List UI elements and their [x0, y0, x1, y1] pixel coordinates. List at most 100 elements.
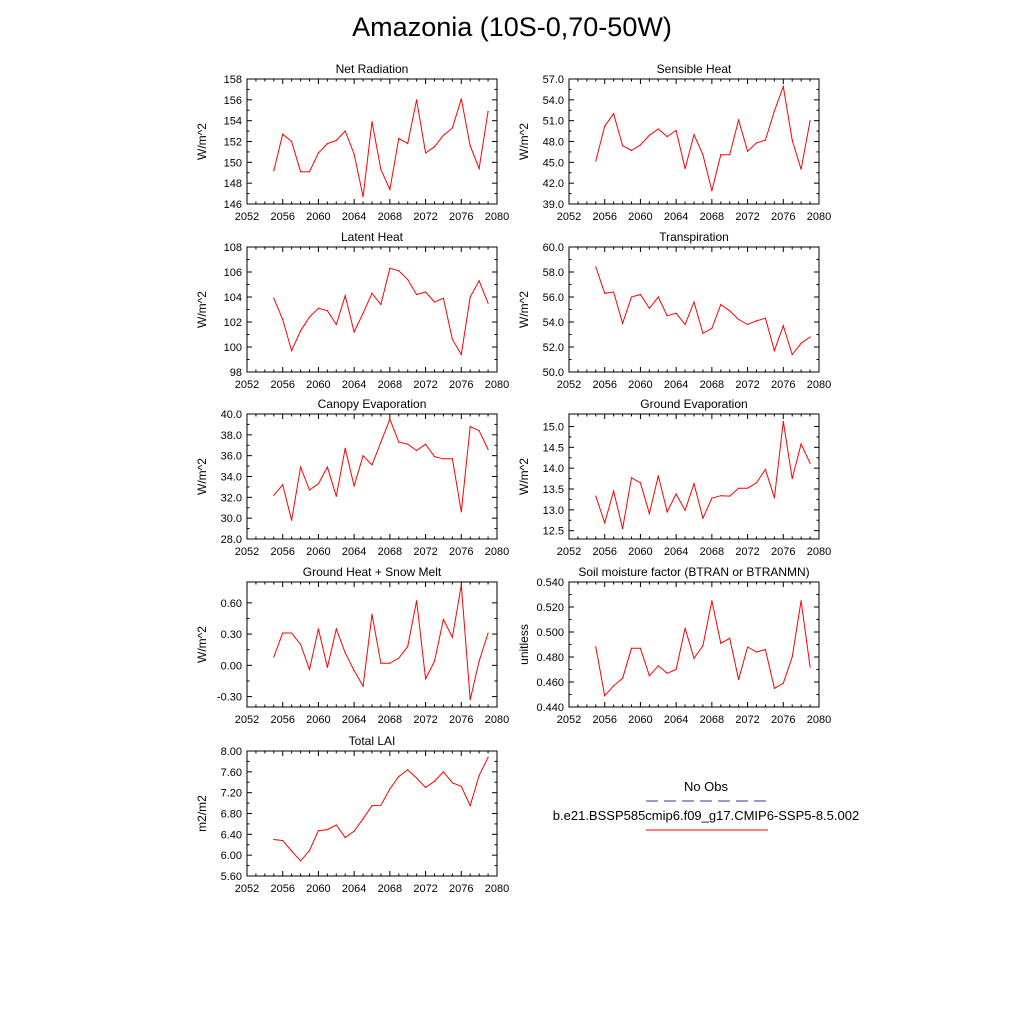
y-tick-label: 0.480	[536, 652, 564, 664]
data-point	[407, 769, 409, 771]
data-point	[389, 188, 391, 191]
data-point	[273, 494, 275, 496]
data-point	[460, 98, 462, 100]
x-tick-label: 2076	[771, 211, 795, 223]
x-tick-label: 2060	[306, 883, 330, 895]
data-point	[433, 146, 436, 148]
data-point	[755, 142, 758, 144]
data-point	[648, 307, 650, 309]
x-tick-label: 2056	[270, 714, 294, 726]
legend-model-line	[646, 829, 768, 831]
data-point	[451, 782, 453, 784]
data-point	[791, 477, 793, 480]
data-point	[362, 312, 364, 314]
data-point	[282, 133, 284, 135]
data-point	[666, 136, 668, 138]
data-point	[344, 447, 346, 449]
data-point	[442, 771, 445, 773]
data-point	[755, 320, 758, 322]
x-tick-label: 2080	[807, 379, 831, 391]
y-tick-label: 0.60	[221, 598, 242, 610]
x-tick-label: 2080	[485, 379, 509, 391]
series-line	[273, 757, 489, 862]
data-point	[407, 142, 409, 145]
panel-1: Net Radiation W/m^2 2052 2056 2060 2064 2068 20…	[195, 62, 509, 223]
y-tick-label: 156	[224, 95, 242, 107]
series-line	[595, 600, 811, 697]
x-tick-label: 2068	[700, 379, 724, 391]
data-point	[675, 312, 677, 314]
data-point	[764, 317, 767, 319]
panel-2: Sensible Heat W/m^2 2052 2056 2060 2064 2068 20…	[517, 62, 831, 223]
data-point	[613, 685, 615, 687]
data-point	[738, 678, 740, 681]
x-tick-label: 2080	[485, 546, 509, 558]
data-point	[460, 785, 462, 788]
x-tick-label: 2052	[557, 714, 581, 726]
y-tick-label: 51.0	[543, 116, 564, 128]
data-point	[630, 149, 633, 152]
data-point	[371, 292, 373, 294]
data-point	[380, 662, 382, 664]
data-point	[604, 292, 606, 294]
data-point	[344, 652, 346, 654]
data-point	[353, 669, 355, 672]
data-point	[469, 145, 471, 147]
series-line	[595, 421, 811, 529]
x-tick-label: 2064	[664, 546, 688, 558]
data-point	[398, 775, 400, 778]
x-tick-label: 2056	[592, 211, 616, 223]
panel-title: Sensible Heat	[657, 62, 732, 76]
data-point	[308, 316, 311, 318]
data-point	[433, 301, 436, 303]
data-point	[639, 293, 642, 296]
data-point	[478, 430, 480, 432]
panel-6: Ground Evaporation W/m^2 2052 2056 2060 2064 2…	[517, 397, 831, 558]
data-point	[711, 327, 713, 329]
plot-frame	[568, 581, 820, 708]
x-tick-label: 2072	[735, 211, 759, 223]
data-point	[720, 154, 722, 156]
x-tick-label: 2052	[557, 211, 581, 223]
y-tick-label: 150	[224, 157, 242, 169]
data-point	[487, 302, 489, 304]
data-point	[299, 860, 302, 862]
data-point	[720, 642, 722, 644]
data-point	[595, 646, 597, 648]
data-point	[442, 297, 445, 299]
y-tick-label: 5.60	[221, 871, 242, 883]
x-tick-label: 2068	[378, 546, 402, 558]
data-point	[684, 627, 686, 629]
y-axis-label: W/m^2	[517, 291, 531, 328]
data-point	[729, 495, 731, 497]
data-point	[273, 297, 275, 299]
data-point	[326, 666, 328, 669]
panel-8: Soil moisture factor (BTRAN or BTRANMN) u…	[517, 565, 831, 726]
data-point	[451, 636, 453, 638]
y-tick-label: 12.5	[543, 526, 564, 538]
y-tick-label: 0.460	[536, 677, 564, 689]
data-point	[782, 682, 784, 684]
y-tick-label: 14.0	[543, 463, 564, 475]
series-line	[273, 417, 489, 521]
y-axis-label: W/m^2	[195, 626, 209, 663]
data-point	[326, 829, 328, 831]
y-tick-label: 154	[224, 116, 242, 128]
data-point	[335, 824, 337, 826]
data-point	[273, 656, 275, 658]
y-tick-label: 100	[224, 342, 242, 354]
data-point	[809, 120, 811, 122]
plot-frame	[568, 78, 820, 205]
x-tick-label: 2080	[485, 211, 509, 223]
x-tick-label: 2052	[235, 379, 259, 391]
x-tick-label: 2056	[592, 714, 616, 726]
data-point	[630, 477, 633, 479]
data-point	[380, 169, 382, 171]
data-point	[291, 350, 293, 352]
data-point	[326, 142, 328, 145]
x-tick-label: 2052	[235, 714, 259, 726]
data-point	[416, 600, 418, 602]
plot-frame	[246, 581, 498, 708]
data-point	[693, 133, 695, 136]
series-line	[273, 585, 489, 700]
